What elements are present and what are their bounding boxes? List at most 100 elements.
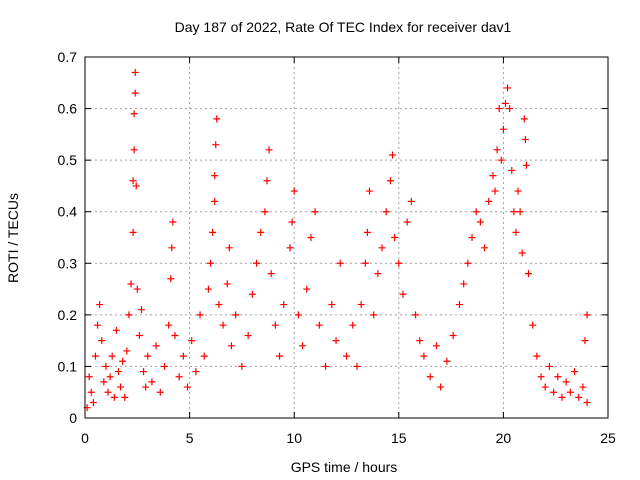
data-point: [481, 244, 489, 252]
data-point: [493, 146, 501, 154]
data-point: [160, 362, 168, 370]
data-point: [374, 270, 382, 278]
data-point: [168, 244, 176, 252]
x-tick-label: 25: [600, 430, 616, 446]
data-point: [271, 321, 279, 329]
x-tick-label: 20: [496, 430, 512, 446]
data-point: [129, 177, 137, 185]
x-tick-label: 15: [391, 430, 407, 446]
data-point: [541, 383, 549, 391]
data-point: [322, 362, 330, 370]
data-point: [307, 234, 315, 241]
data-point: [192, 368, 200, 376]
data-point: [100, 378, 108, 386]
data-point: [432, 342, 440, 350]
data-point: [232, 311, 240, 319]
data-point: [215, 301, 223, 309]
data-point: [179, 352, 187, 360]
y-tick-label: 0.4: [58, 204, 78, 220]
data-point: [520, 115, 528, 123]
data-point: [529, 321, 537, 329]
data-point: [227, 342, 235, 350]
data-point: [512, 228, 520, 236]
data-point: [437, 383, 445, 391]
y-tick-label: 0.7: [58, 49, 78, 65]
data-point: [156, 388, 164, 396]
x-tick-label: 10: [286, 430, 302, 446]
data-point: [504, 84, 512, 92]
y-tick-label: 0.1: [58, 358, 78, 374]
data-point: [361, 259, 369, 267]
data-point: [225, 244, 233, 252]
data-point: [506, 105, 514, 113]
data-point: [412, 311, 420, 319]
data-point: [114, 368, 122, 376]
data-point: [263, 177, 271, 185]
data-point: [207, 259, 215, 267]
data-point: [566, 388, 574, 396]
data-point: [131, 89, 139, 97]
data-point: [125, 311, 133, 319]
data-point: [303, 285, 311, 293]
data-point: [449, 331, 457, 339]
data-point: [200, 352, 208, 360]
data-point: [89, 399, 97, 407]
data-point: [144, 352, 152, 360]
data-point: [108, 352, 116, 360]
data-point: [311, 208, 319, 216]
data-point: [508, 166, 516, 174]
data-point: [91, 352, 99, 360]
data-point: [426, 373, 434, 381]
data-point: [489, 172, 497, 180]
data-point: [290, 187, 298, 195]
data-point: [184, 383, 192, 391]
data-point: [140, 368, 148, 376]
x-tick-label: 0: [81, 430, 89, 446]
data-point: [510, 208, 518, 216]
grid: [85, 57, 608, 418]
data-point: [533, 352, 541, 360]
data-point: [131, 68, 139, 76]
data-point: [244, 331, 252, 339]
data-point: [169, 218, 177, 226]
data-point: [135, 331, 143, 339]
data-point: [257, 228, 265, 236]
data-point: [460, 280, 468, 288]
data-point: [495, 105, 503, 113]
data-point: [399, 290, 407, 298]
data-point: [464, 259, 472, 267]
data-point: [196, 311, 204, 319]
data-point: [276, 352, 284, 360]
y-tick-label: 0.5: [58, 152, 78, 168]
data-point: [353, 362, 361, 370]
data-point: [537, 373, 545, 381]
data-point: [382, 208, 390, 216]
data-point: [102, 362, 110, 370]
data-point: [525, 270, 533, 278]
data-point: [167, 275, 175, 283]
data-point: [583, 311, 591, 319]
data-point: [248, 290, 256, 298]
data-point: [455, 301, 463, 309]
data-point: [516, 208, 524, 216]
data-point: [286, 244, 294, 252]
scatter-points: [83, 68, 591, 412]
data-point: [267, 270, 275, 278]
data-point: [213, 115, 221, 123]
data-point: [280, 301, 288, 309]
data-point: [403, 218, 411, 226]
data-point: [391, 234, 399, 241]
data-point: [558, 393, 566, 401]
data-point: [110, 393, 118, 401]
data-point: [545, 362, 553, 370]
data-point: [148, 378, 156, 386]
data-point: [366, 187, 374, 195]
axis-ticks: 0 5 10 15 20 25 0 0.1 0.2 0.3 0.4 0.5 0.6 0.7: [58, 49, 616, 446]
data-point: [87, 388, 95, 396]
data-point: [209, 228, 217, 236]
y-tick-label: 0: [69, 410, 77, 426]
data-point: [121, 393, 129, 401]
data-point: [349, 321, 357, 329]
data-point: [378, 244, 386, 252]
